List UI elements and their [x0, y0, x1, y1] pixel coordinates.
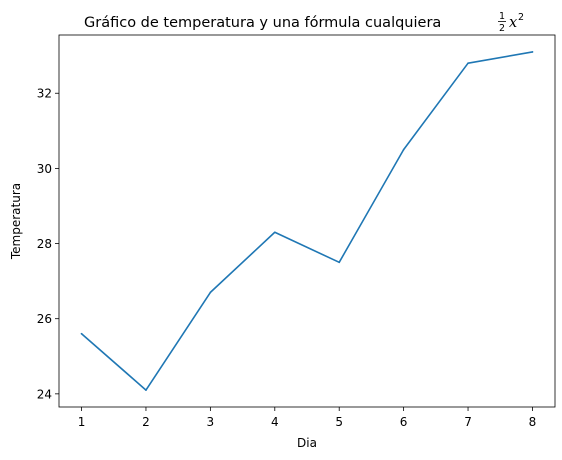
data-point-7 [467, 62, 469, 64]
x-tick-label-2: 2 [142, 415, 150, 429]
title-fraction-numerator: 1 [499, 11, 505, 22]
x-tick-label-8: 8 [529, 415, 537, 429]
x-axis-label: Dia [297, 436, 317, 450]
y-tick-label-26: 26 [37, 312, 52, 326]
data-point-5 [338, 261, 341, 264]
chart-title-text: Gráfico de temperatura y una fórmula cua… [84, 15, 441, 31]
x-tick-label-4: 4 [271, 415, 279, 429]
x-tick-label-3: 3 [207, 415, 215, 429]
x-tick-label-5: 5 [335, 415, 343, 429]
data-point-8 [531, 51, 534, 53]
data-point-2 [145, 389, 147, 391]
title-variable: x [509, 15, 517, 31]
y-axis-label: Temperatura [9, 183, 23, 260]
series-line-0 [80, 51, 534, 391]
data-point-3 [209, 291, 212, 294]
y-tick-label-30: 30 [37, 162, 52, 176]
y-tick-label-32: 32 [37, 87, 52, 101]
x-tick-label-7: 7 [464, 415, 472, 429]
y-tick-label-24: 24 [37, 387, 52, 401]
data-point-6 [402, 148, 405, 151]
x-tick-label-6: 6 [400, 415, 408, 429]
x-tick-label-1: 1 [78, 415, 86, 429]
plot-area: 1 2 3 4 5 6 7 8 24 26 28 30 32 [37, 51, 537, 429]
title-exponent: 2 [518, 12, 524, 23]
title-fraction-denominator: 2 [499, 23, 505, 34]
chart-title: Gráfico de temperatura y una fórmula cua… [84, 11, 524, 34]
data-point-1 [80, 332, 83, 335]
y-tick-label-28: 28 [37, 237, 52, 251]
axes-frame [58, 34, 556, 408]
data-point-4 [273, 231, 276, 234]
